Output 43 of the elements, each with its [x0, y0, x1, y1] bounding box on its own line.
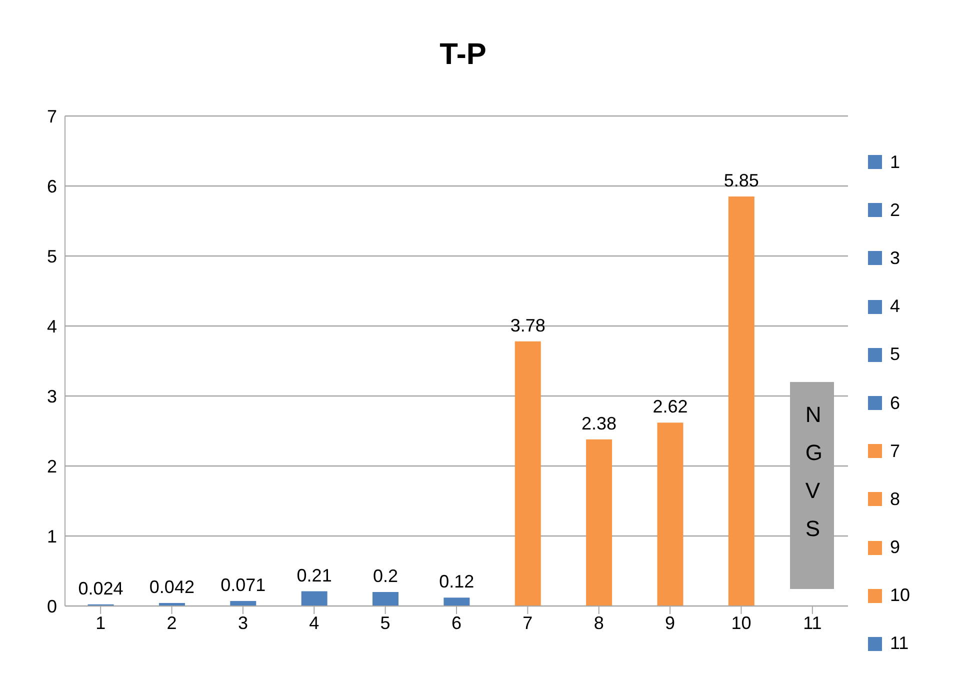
data-label: 0.12 — [439, 572, 474, 592]
legend-label: 3 — [890, 248, 900, 268]
legend-label: 1 — [890, 152, 900, 172]
annotation: NGVS — [805, 401, 823, 543]
legend-label: 7 — [890, 440, 900, 461]
x-tick-label: 8 — [594, 612, 604, 633]
data-label: 0.042 — [149, 577, 194, 598]
y-tick-label: 2 — [46, 456, 57, 476]
x-tick-label: 3 — [238, 612, 248, 633]
data-label: 0.071 — [220, 575, 266, 596]
x-tick-label: 10 — [731, 612, 752, 633]
data-label: 0.21 — [296, 565, 332, 586]
y-tick-label: 6 — [46, 176, 57, 196]
legend-label: 5 — [890, 344, 900, 364]
data-label: 5.85 — [724, 170, 759, 190]
legend-label: 2 — [890, 200, 900, 220]
x-tick-label: 4 — [309, 612, 320, 633]
x-tick-label: 5 — [380, 612, 390, 633]
y-tick-label: 5 — [46, 246, 57, 266]
data-label: 3.78 — [510, 315, 546, 336]
y-tick-label: 0 — [46, 596, 57, 616]
x-tick-label: 6 — [451, 612, 462, 633]
legend-label: 11 — [890, 633, 909, 654]
y-tick-label: 3 — [46, 386, 57, 406]
data-label: 2.62 — [652, 396, 688, 417]
x-tick-label: 11 — [803, 612, 822, 633]
legend-label: 6 — [890, 392, 900, 413]
x-tick-label: 9 — [665, 612, 676, 633]
data-label: 2.38 — [582, 413, 617, 434]
chart-title: T-P — [438, 38, 488, 72]
x-tick-label: 2 — [166, 612, 177, 633]
legend-label: 8 — [890, 488, 900, 509]
text-box: NGVS — [790, 382, 834, 588]
y-tick-label: 1 — [46, 526, 57, 546]
x-tick-label: 7 — [522, 612, 533, 633]
x-tick-label: 1 — [96, 612, 106, 633]
legend-label: 10 — [890, 585, 910, 606]
data-label: 0.2 — [372, 566, 398, 586]
data-label: 0.024 — [78, 578, 124, 598]
legend-label: 9 — [890, 537, 900, 558]
legend-label: 4 — [890, 296, 900, 316]
y-tick-label: 4 — [46, 316, 57, 336]
y-tick-label: 7 — [46, 106, 57, 126]
